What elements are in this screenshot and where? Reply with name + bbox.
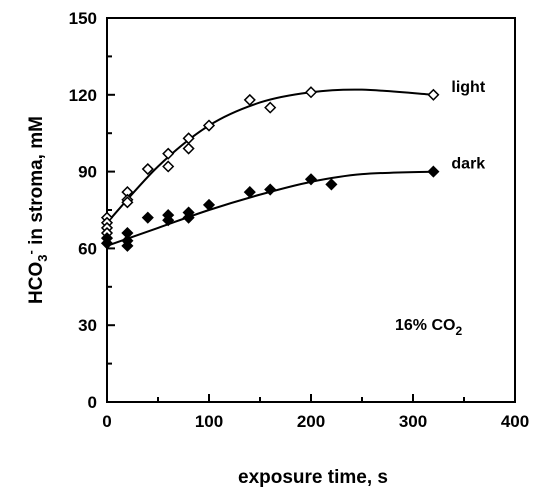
fit-curve-dark (106, 170, 434, 247)
x-tick-label: 300 (399, 412, 427, 431)
series-light: light (100, 79, 486, 240)
data-point-light (162, 147, 175, 160)
x-tick-label: 200 (297, 412, 325, 431)
x-tick-label: 0 (102, 412, 111, 431)
fit-curve-light (106, 88, 434, 224)
data-point-dark (141, 211, 154, 224)
y-tick-label: 30 (78, 316, 97, 335)
y-tick-label: 120 (69, 86, 97, 105)
x-tick-label: 400 (501, 412, 529, 431)
data-point-light (202, 119, 216, 132)
axes: 0 30 60 90 120 150 0 100 200 300 400 (69, 9, 530, 431)
data-point-light (304, 86, 318, 99)
y-tick-label: 0 (88, 393, 97, 412)
x-axis-title: exposure time, s (238, 467, 388, 488)
data-point-dark (121, 239, 134, 252)
data-point-dark (304, 173, 318, 186)
data-point-light (264, 101, 277, 114)
data-point-light (162, 160, 175, 173)
y-axis-title: HCO3- in stroma, mM (23, 116, 50, 304)
data-point-light (141, 162, 154, 176)
co2-annotation: 16% CO2 (395, 317, 462, 338)
data-point-dark (325, 178, 338, 191)
series-layer: light dark (100, 79, 486, 252)
data-point-dark (162, 214, 175, 227)
data-point-dark (264, 183, 277, 196)
x-tick-label: 100 (195, 412, 223, 431)
data-point-dark (100, 237, 114, 250)
data-point-dark (427, 165, 440, 178)
data-point-dark (182, 211, 195, 224)
data-point-light (427, 88, 440, 101)
data-point-light (182, 142, 195, 155)
data-point-dark (243, 186, 256, 199)
data-point-light (121, 196, 134, 209)
series-label-dark: dark (451, 156, 485, 173)
y-tick-label: 60 (78, 239, 97, 258)
data-point-dark (202, 198, 216, 211)
data-point-light (243, 93, 256, 106)
y-tick-label: 150 (69, 9, 97, 28)
series-dark: dark (100, 156, 485, 252)
series-label-light: light (451, 79, 485, 96)
y-tick-label: 90 (78, 163, 97, 182)
